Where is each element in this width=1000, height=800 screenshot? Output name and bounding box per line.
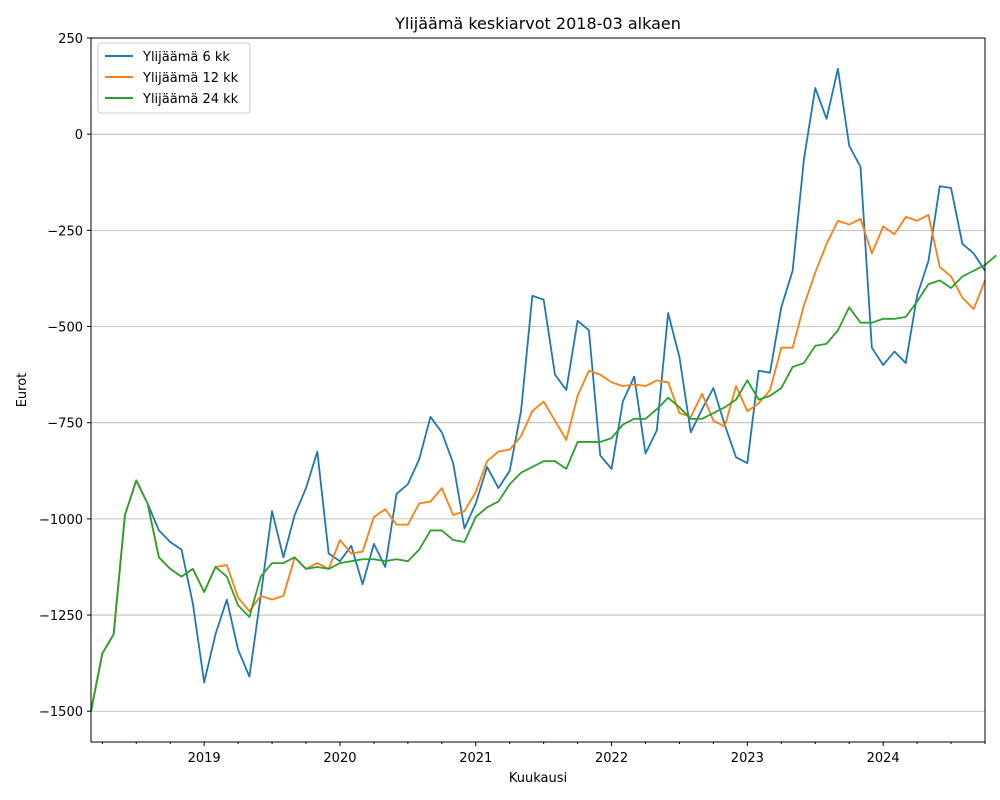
series-line-2 <box>90 214 986 712</box>
y-axis: 250 0 −250 −500 −750 −1000 −1250 −1500 <box>39 32 91 720</box>
y-tick-label: −750 <box>47 417 83 432</box>
x-tick-label: 2023 <box>731 751 764 766</box>
x-axis-title: Kuukausi <box>509 771 567 786</box>
series-line-3 <box>90 254 997 712</box>
x-tick-label: 2019 <box>188 751 221 766</box>
y-tick-label: −500 <box>47 321 83 336</box>
y-tick-label: −250 <box>47 224 83 239</box>
chart-title: Ylijäämä keskiarvot 2018-03 alkaen <box>394 14 681 33</box>
x-axis: 2019 2020 2021 2022 2023 2024 <box>101 742 986 766</box>
series-lines <box>90 67 997 712</box>
plot-frame <box>90 37 986 743</box>
y-tick-label: 250 <box>58 32 83 47</box>
x-tick-label: 2024 <box>867 751 900 766</box>
x-tick-label: 2021 <box>459 751 492 766</box>
legend-label-24kk: Ylijäämä 24 kk <box>142 92 239 107</box>
x-tick-label: 2020 <box>323 751 356 766</box>
series-line-1 <box>90 67 986 712</box>
legend-label-6kk: Ylijäämä 6 kk <box>142 50 230 65</box>
legend: Ylijäämä 6 kk Ylijäämä 12 kk Ylijäämä 24… <box>97 42 251 114</box>
grid-lines <box>91 37 985 712</box>
y-tick-label: −1500 <box>39 705 83 720</box>
legend-label-12kk: Ylijäämä 12 kk <box>142 71 239 86</box>
y-tick-label: 0 <box>75 128 83 143</box>
y-tick-label: −1250 <box>39 609 83 624</box>
legend-box <box>97 42 251 114</box>
y-axis-title: Eurot <box>15 373 30 408</box>
y-tick-label: −1000 <box>39 513 83 528</box>
x-tick-label: 2022 <box>595 751 628 766</box>
